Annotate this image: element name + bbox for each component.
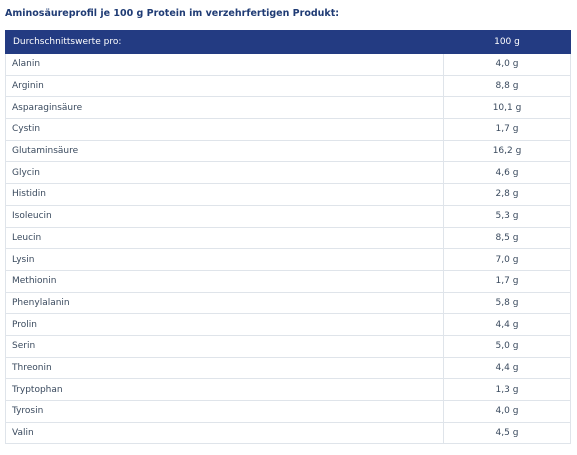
amino-acid-value: 4,5 g [443,421,571,445]
table-row: Lysin 7,0 g [5,248,571,271]
table-row: Cystin 1,7 g [5,118,571,141]
header-name-cell: Durchschnittswerte pro: [5,30,444,54]
amino-acid-name: Alanin [5,53,444,76]
amino-acid-value: 8,5 g [443,226,571,250]
amino-acid-value: 16,2 g [443,139,571,163]
amino-acid-value: 4,6 g [443,161,571,185]
amino-acid-value: 4,4 g [443,313,571,336]
amino-acid-value: 1,3 g [443,378,571,401]
amino-acid-value: 5,3 g [443,204,571,228]
amino-acid-value: 4,0 g [443,400,571,423]
table-row: Leucin 8,5 g [5,226,571,250]
amino-acid-name: Histidin [5,183,444,206]
table-row: Methionin 1,7 g [5,269,571,293]
amino-acid-name: Glutaminsäure [5,139,444,163]
table-row: Prolin 4,4 g [5,313,571,336]
table-row: Isoleucin 5,3 g [5,204,571,228]
table-row: Threonin 4,4 g [5,356,571,380]
table-body: Alanin 4,0 g Arginin 8,8 g Asparaginsäure 1… [5,53,571,445]
table-row: Tryptophan 1,3 g [5,378,571,401]
table-row: Valin 4,5 g [5,421,571,445]
header-value-cell: 100 g [443,30,571,54]
amino-acid-value: 5,8 g [443,291,571,315]
table-row: Glycin 4,6 g [5,161,571,185]
amino-acid-name: Prolin [5,313,444,336]
amino-acid-name: Asparaginsäure [5,96,444,120]
amino-acid-name: Tryptophan [5,378,444,401]
amino-acid-name: Leucin [5,226,444,250]
section-heading: Aminosäureprofil je 100 g Protein im ver… [5,8,340,19]
table-row: Asparaginsäure 10,1 g [5,96,571,120]
amino-acid-value: 7,0 g [443,248,571,271]
amino-acid-name: Arginin [5,74,444,98]
amino-acid-name: Phenylalanin [5,291,444,315]
amino-acid-name: Serin [5,334,444,358]
table-header-row: Durchschnittswerte pro: 100 g [5,30,571,54]
amino-acid-value: 1,7 g [443,269,571,293]
amino-acid-profile-section: Aminosäureprofil je 100 g Protein im ver… [0,0,577,445]
amino-acid-name: Glycin [5,161,444,185]
amino-acid-value: 2,8 g [443,183,571,206]
amino-acid-value: 5,0 g [443,334,571,358]
table-row: Histidin 2,8 g [5,183,571,206]
amino-acid-name: Cystin [5,118,444,141]
amino-acid-name: Lysin [5,248,444,271]
amino-acid-name: Isoleucin [5,204,444,228]
amino-acid-name: Tyrosin [5,400,444,423]
amino-acid-name: Methionin [5,269,444,293]
amino-acid-value: 8,8 g [443,74,571,98]
table-header: Durchschnittswerte pro: 100 g [5,30,571,54]
amino-acid-value: 4,4 g [443,356,571,380]
table-row: Tyrosin 4,0 g [5,400,571,423]
table-row: Serin 5,0 g [5,334,571,358]
table-row: Alanin 4,0 g [5,53,571,76]
table-row: Glutaminsäure 16,2 g [5,139,571,163]
table-row: Arginin 8,8 g [5,74,571,98]
amino-acid-name: Threonin [5,356,444,380]
amino-acid-value: 4,0 g [443,53,571,76]
table-row: Phenylalanin 5,8 g [5,291,571,315]
amino-acid-value: 10,1 g [443,96,571,120]
amino-acid-value: 1,7 g [443,118,571,141]
amino-acid-table: Durchschnittswerte pro: 100 g Alanin 4,0 … [5,30,571,445]
amino-acid-name: Valin [5,421,444,445]
